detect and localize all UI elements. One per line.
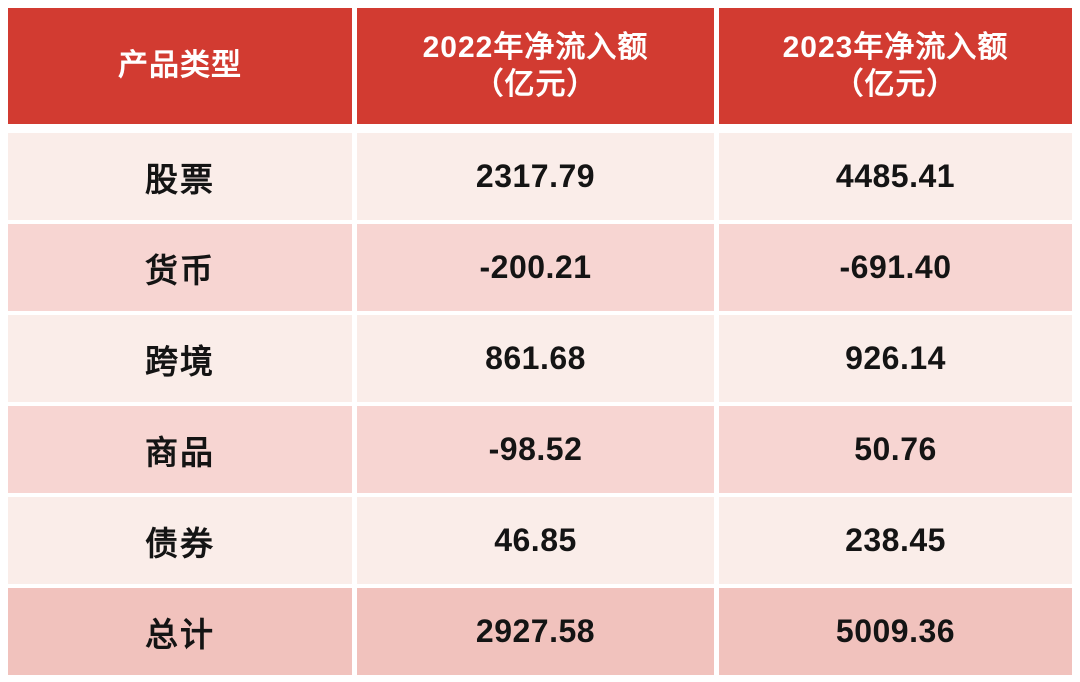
- table-row-currency: 货币 -200.21 -691.40: [8, 224, 1072, 311]
- row-value-2023: 5009.36: [719, 588, 1072, 675]
- header-product-type-label: 产品类型: [118, 49, 242, 83]
- header-2023-net-inflow: 2023年净流入额 （亿元）: [719, 8, 1072, 124]
- row-value-2022: 2927.58: [357, 588, 714, 675]
- row-value-2023: 238.45: [719, 497, 1072, 584]
- row-value-2022: 46.85: [357, 497, 714, 584]
- table-row-crossborder: 跨境 861.68 926.14: [8, 315, 1072, 402]
- header-2022-line2: （亿元）: [473, 68, 598, 101]
- table-row-bonds: 债券 46.85 238.45: [8, 497, 1072, 584]
- fund-flow-table: 产品类型 2022年净流入额 （亿元） 2023年净流入额 （亿元） 股票 23…: [8, 8, 1072, 675]
- table-row-commodity: 商品 -98.52 50.76: [8, 406, 1072, 493]
- table-row-stocks: 股票 2317.79 4485.41: [8, 133, 1072, 220]
- row-value-2023: -691.40: [719, 224, 1072, 311]
- header-2023-line1: 2023年净流入额: [782, 30, 1009, 64]
- row-value-2022: 2317.79: [357, 133, 714, 220]
- row-value-2023: 50.76: [719, 406, 1072, 493]
- header-2022-net-inflow: 2022年净流入额 （亿元）: [357, 8, 714, 124]
- row-label: 跨境: [8, 315, 352, 402]
- row-value-2022: -98.52: [357, 406, 714, 493]
- row-label: 债券: [8, 497, 352, 584]
- row-label: 货币: [8, 224, 352, 311]
- header-2023-line2: （亿元）: [833, 68, 958, 101]
- table-row-total: 总计 2927.58 5009.36: [8, 588, 1072, 675]
- table-header-row: 产品类型 2022年净流入额 （亿元） 2023年净流入额 （亿元）: [8, 8, 1072, 124]
- header-product-type: 产品类型: [8, 8, 352, 124]
- row-value-2023: 926.14: [719, 315, 1072, 402]
- row-label: 商品: [8, 406, 352, 493]
- row-label: 总计: [8, 588, 352, 675]
- row-value-2022: 861.68: [357, 315, 714, 402]
- row-value-2022: -200.21: [357, 224, 714, 311]
- header-2022-line1: 2022年净流入额: [422, 30, 649, 64]
- row-value-2023: 4485.41: [719, 133, 1072, 220]
- row-label: 股票: [8, 133, 352, 220]
